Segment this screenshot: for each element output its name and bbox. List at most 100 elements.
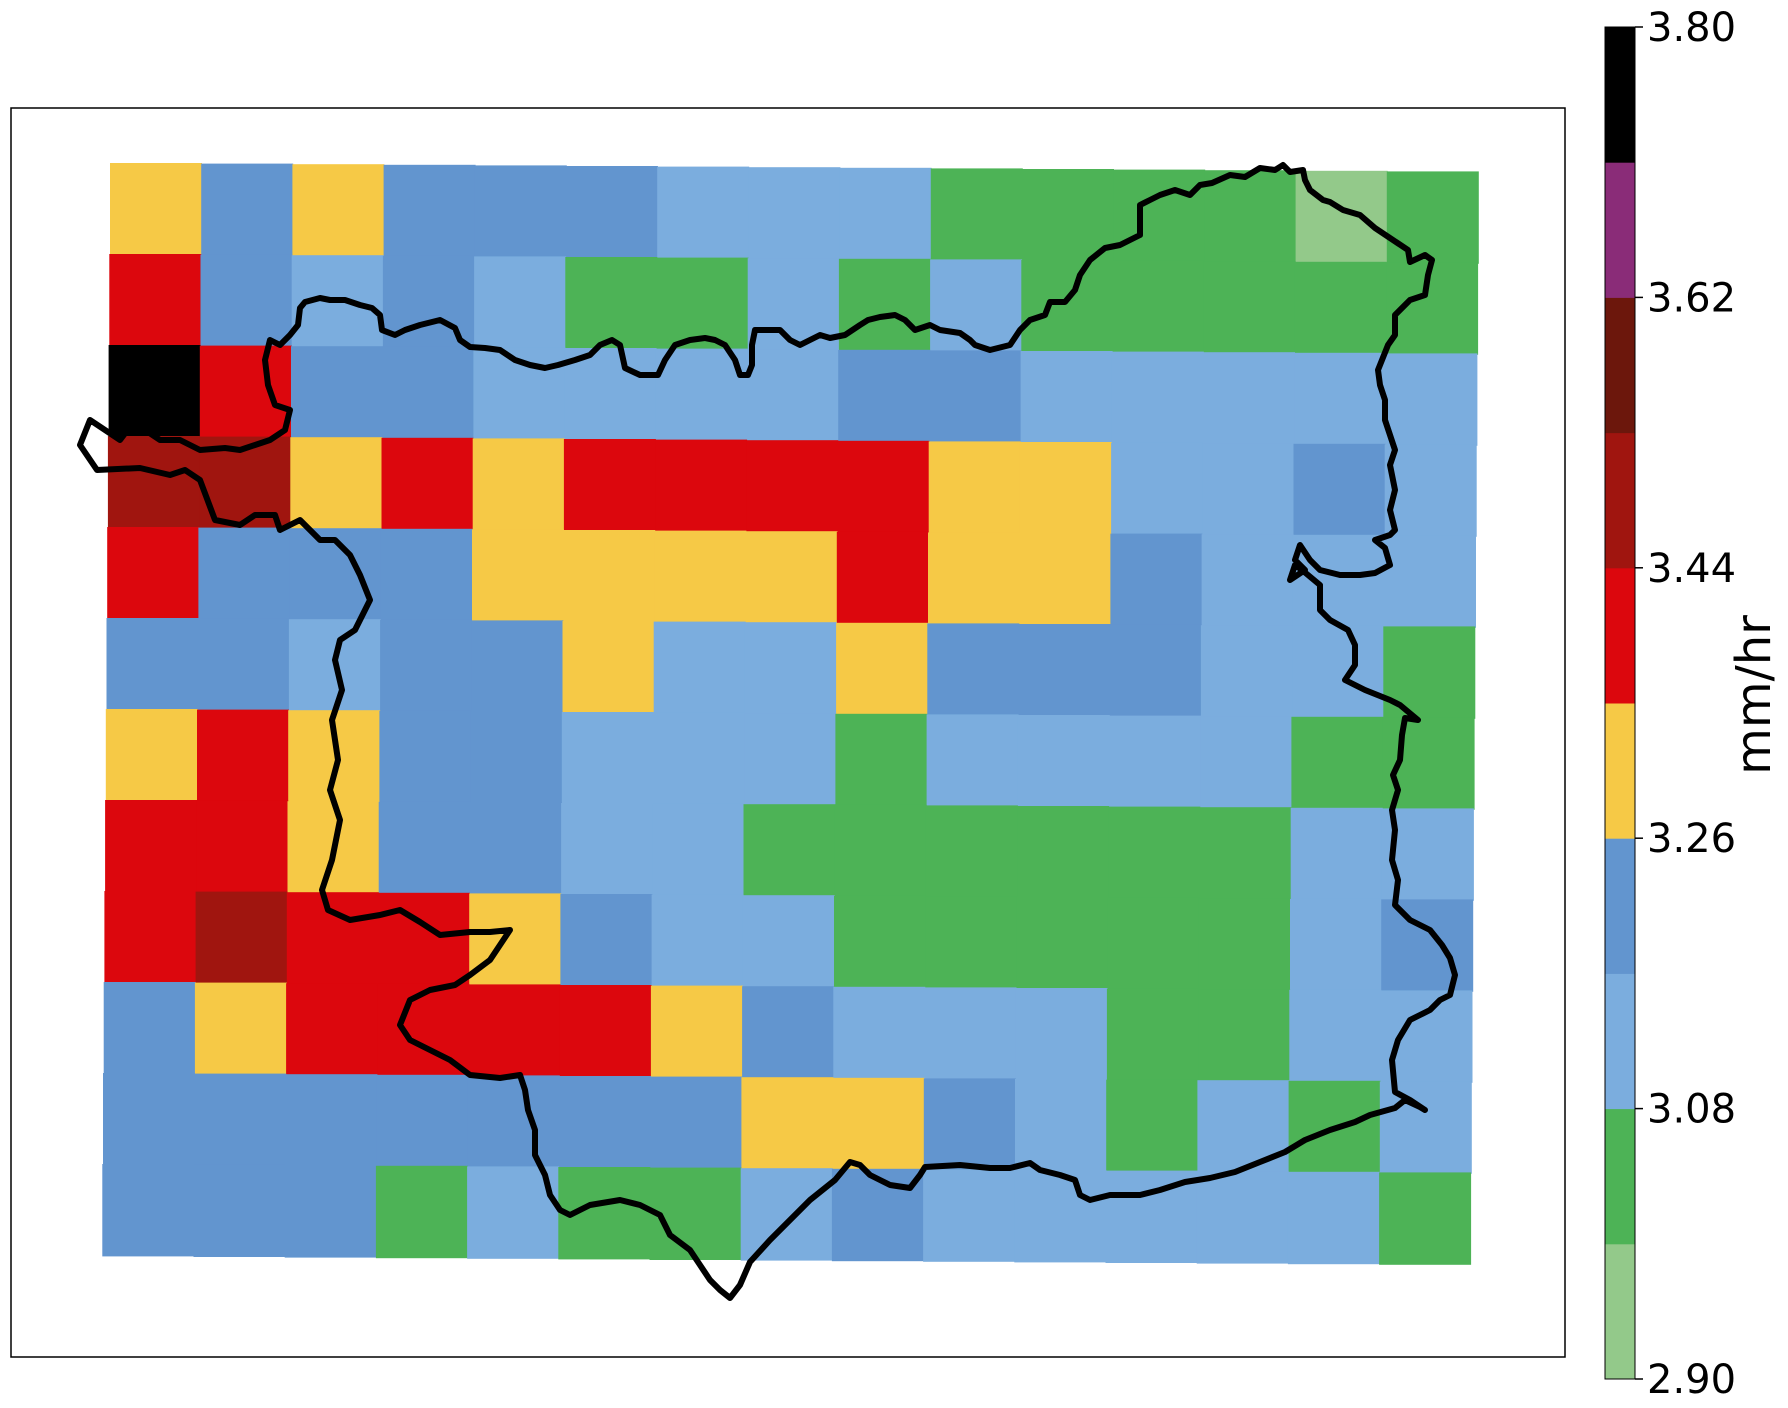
heatmap-cell: [380, 528, 473, 622]
heatmap-cell: [565, 257, 658, 350]
heatmap-cell: [837, 440, 930, 534]
heatmap-cell: [656, 257, 749, 350]
colorbar-tick-label: 3.80: [1647, 5, 1736, 51]
colorbar-segment: [1605, 297, 1635, 434]
heatmap-cell: [1289, 989, 1382, 1083]
heatmap-cell: [742, 986, 835, 1079]
plot-frame: [10, 107, 1566, 1358]
heatmap-cell: [378, 892, 470, 986]
heatmap-cell: [566, 166, 658, 259]
heatmap-cell: [562, 621, 655, 714]
colorbar-ticks: 2.90 3.08 3.26 3.44 3.62 3.80: [1635, 5, 1736, 1403]
heatmap-cell: [376, 1074, 469, 1168]
heatmap-cell: [1018, 624, 1111, 717]
heatmap-cell: [1112, 260, 1205, 353]
heatmap-cell: [1111, 442, 1204, 535]
heatmap-cell: [561, 803, 654, 896]
heatmap-cell: [1200, 625, 1293, 718]
heatmap-cell: [654, 530, 747, 623]
colorbar-segment: [1605, 1108, 1635, 1245]
heatmap-cell: [1021, 260, 1114, 353]
heatmap-cell: [1111, 351, 1204, 444]
heatmap-cell: [290, 437, 383, 530]
heatmap-cell: [653, 621, 746, 714]
heatmap-cell: [655, 348, 748, 441]
heatmap-cell: [472, 438, 565, 531]
heatmap-cell: [929, 350, 1022, 443]
heatmap-cell: [193, 1164, 286, 1257]
colorbar-segment: [1605, 567, 1635, 704]
heatmap-cell: [748, 167, 841, 260]
heatmap-cell: [286, 892, 379, 985]
heatmap-cell: [199, 345, 292, 438]
heatmap-cell: [108, 345, 201, 438]
heatmap-cell: [1379, 1172, 1472, 1265]
heatmap-cell: [1203, 352, 1295, 445]
heatmap-cell: [1196, 1171, 1289, 1264]
heatmap-cell: [928, 441, 1021, 534]
heatmap-cell: [105, 800, 198, 893]
colorbar-segment: [1605, 838, 1635, 974]
colorbar-tick-label: 2.90: [1647, 1357, 1736, 1403]
heatmap-cell: [925, 805, 1018, 898]
heatmap-cell: [838, 349, 931, 443]
heatmap-cell: [560, 894, 653, 987]
heatmap-cell: [1287, 1171, 1380, 1265]
heatmap-cell: [657, 166, 750, 259]
heatmap-cell: [1017, 806, 1110, 899]
heatmap-cell: [563, 439, 656, 532]
heatmap-cell: [194, 1073, 287, 1166]
heatmap-cell: [928, 532, 1020, 625]
heatmap-cell: [1108, 806, 1201, 899]
heatmap-cell: [382, 346, 475, 440]
heatmap-cell: [1293, 443, 1386, 537]
heatmap-cell: [197, 709, 289, 802]
heatmap-cell: [474, 165, 567, 258]
heatmap-cell: [1020, 351, 1113, 444]
heatmap-cell: [474, 256, 567, 349]
heatmap-cell: [107, 436, 200, 529]
heatmap-cell: [383, 164, 476, 258]
heatmap-cell: [1290, 898, 1382, 992]
heatmap-cell: [1385, 353, 1478, 446]
heatmap-cell: [1198, 898, 1291, 991]
heatmap-cell: [741, 1077, 834, 1170]
heatmap-cell: [1200, 716, 1293, 809]
heatmap-cell: [651, 894, 744, 987]
heatmap-cell: [381, 437, 474, 531]
heatmap-cell: [834, 895, 926, 989]
heatmap-cell: [927, 623, 1020, 716]
heatmap-cell: [105, 709, 198, 802]
heatmap-cell: [106, 618, 199, 711]
heatmap-cell: [1109, 715, 1201, 808]
heatmap-cell: [925, 896, 1018, 989]
heatmap-cell: [1019, 533, 1112, 626]
heatmap-cell: [469, 893, 562, 986]
heatmap-cell: [1109, 624, 1202, 717]
heatmap-cell: [469, 802, 562, 895]
heatmap-cell: [1203, 261, 1296, 354]
heatmap-cell: [1294, 352, 1387, 446]
colorbar-segment: [1605, 973, 1635, 1110]
heatmap-cell: [1014, 1170, 1107, 1263]
heatmap-cell: [930, 259, 1023, 352]
colorbar-segment: [1605, 162, 1635, 298]
heatmap-cell: [833, 986, 926, 1080]
heatmap-cell: [1017, 715, 1110, 808]
colorbar-segment: [1605, 432, 1635, 569]
heatmap-cell: [836, 622, 929, 716]
heatmap-cell: [559, 1076, 651, 1169]
heatmap-cell: [1198, 989, 1291, 1082]
heatmap-cell: [1113, 169, 1206, 262]
heatmap-cell: [378, 801, 471, 895]
heatmap-cell: [1291, 716, 1384, 810]
heatmap-cell: [832, 1077, 925, 1171]
heatmap-cell: [1107, 897, 1200, 990]
heatmap-cell: [1106, 988, 1199, 1081]
heatmap-cell: [201, 163, 294, 256]
heatmap-cell: [747, 349, 839, 442]
colorbar-segment: [1605, 1243, 1635, 1380]
heatmap-cell: [1292, 625, 1385, 719]
region-boundary-outline: [77, 162, 1458, 1301]
